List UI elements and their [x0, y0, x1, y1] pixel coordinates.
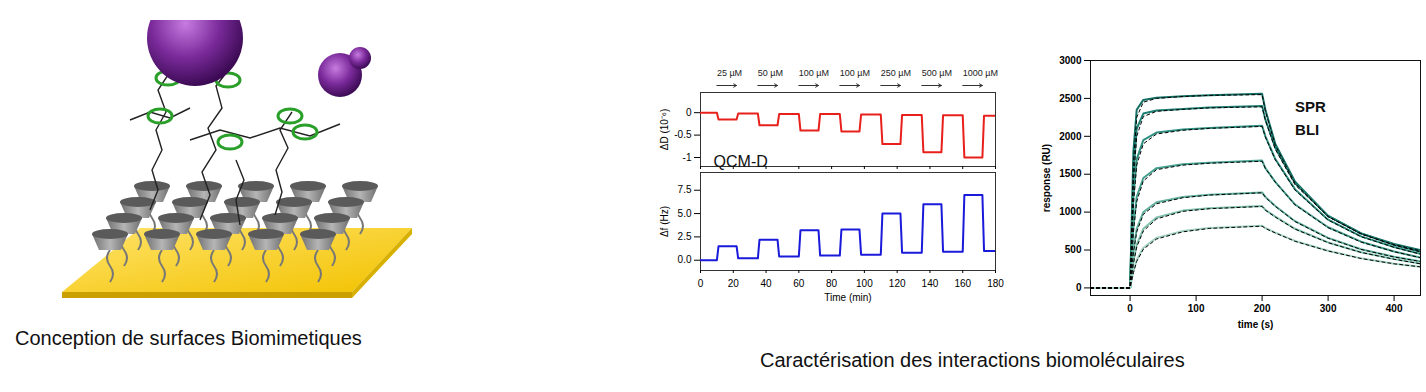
svg-text:40: 40 [760, 278, 772, 289]
svg-text:1500: 1500 [1059, 168, 1082, 179]
svg-text:3000: 3000 [1059, 55, 1082, 66]
svg-text:500: 500 [1065, 244, 1082, 255]
svg-text:2500: 2500 [1059, 93, 1082, 104]
svg-text:180: 180 [987, 278, 1004, 289]
svg-text:ΔD (10⁻⁶): ΔD (10⁻⁶) [659, 109, 670, 151]
svg-text:-1: -1 [683, 152, 692, 163]
html-text:Caractérisation des interactio: Caractérisation des interactions biomolé… [760, 349, 1185, 371]
svg-text:0: 0 [686, 107, 692, 118]
svg-text:Time (min): Time (min) [824, 292, 871, 303]
svg-text:500 µM: 500 µM [922, 68, 952, 78]
svg-text:20: 20 [728, 278, 740, 289]
svg-text:0: 0 [1127, 303, 1133, 314]
svg-text:100: 100 [1188, 303, 1205, 314]
svg-text:5.0: 5.0 [678, 208, 692, 219]
svg-text:160: 160 [954, 278, 971, 289]
svg-text:2000: 2000 [1059, 131, 1082, 142]
svg-text:25 µM: 25 µM [717, 68, 742, 78]
svg-text:80: 80 [826, 278, 838, 289]
svg-text:250 µM: 250 µM [881, 68, 911, 78]
html-text:Conception de surfaces Biomime: Conception de surfaces Biomimetiques [15, 327, 362, 349]
svg-text:200: 200 [1254, 303, 1271, 314]
svg-text:0: 0 [1076, 282, 1082, 293]
svg-text:7.5: 7.5 [678, 184, 692, 195]
svg-text:0.0: 0.0 [678, 254, 692, 265]
svg-text:QCM-D: QCM-D [714, 153, 768, 170]
svg-text:-0.5: -0.5 [674, 129, 692, 140]
svg-text:100 µM: 100 µM [799, 68, 829, 78]
svg-text:100: 100 [856, 278, 873, 289]
svg-text:2.5: 2.5 [678, 231, 692, 242]
svg-text:0: 0 [698, 278, 704, 289]
svg-text:100 µM: 100 µM [840, 68, 870, 78]
svg-text:60: 60 [793, 278, 805, 289]
svg-text:120: 120 [889, 278, 906, 289]
svg-text:response (RU): response (RU) [1041, 144, 1052, 212]
svg-text:time (s): time (s) [1238, 319, 1274, 330]
svg-text:1000 µM: 1000 µM [963, 68, 998, 78]
svg-text:SPR: SPR [1295, 98, 1326, 115]
svg-text:50 µM: 50 µM [758, 68, 783, 78]
svg-text:140: 140 [922, 278, 939, 289]
svg-text:Δf (Hz): Δf (Hz) [659, 206, 670, 237]
svg-text:400: 400 [1386, 303, 1403, 314]
svg-text:1000: 1000 [1059, 206, 1082, 217]
svg-text:BLI: BLI [1295, 121, 1319, 138]
svg-text:300: 300 [1320, 303, 1337, 314]
